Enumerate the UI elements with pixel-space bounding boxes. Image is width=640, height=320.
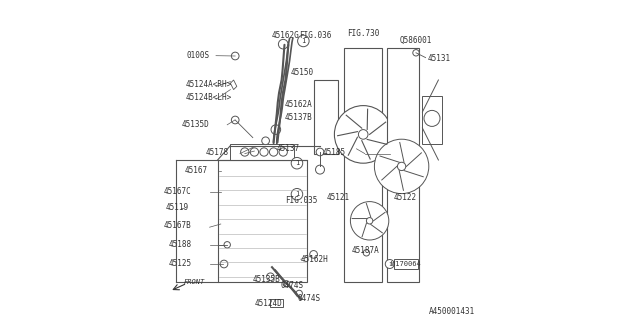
Bar: [218, 160, 307, 282]
Circle shape: [374, 139, 429, 194]
Text: 45167C: 45167C: [164, 188, 191, 196]
Text: 45185: 45185: [323, 148, 346, 156]
Text: FRONT: FRONT: [184, 279, 205, 285]
Circle shape: [296, 290, 302, 297]
Bar: [344, 48, 383, 282]
Text: W170064: W170064: [391, 261, 421, 267]
Circle shape: [224, 242, 230, 248]
Circle shape: [220, 260, 228, 268]
Text: 45150: 45150: [291, 68, 314, 76]
Circle shape: [310, 251, 317, 258]
Text: 0100S: 0100S: [186, 51, 210, 60]
Text: Q586001: Q586001: [399, 36, 432, 44]
Text: 45178: 45178: [205, 148, 229, 157]
Circle shape: [397, 162, 406, 171]
Text: 1: 1: [295, 160, 299, 166]
Text: 0474S: 0474S: [281, 281, 304, 290]
Text: 45125: 45125: [168, 259, 191, 268]
Text: 45137: 45137: [277, 144, 300, 153]
Circle shape: [367, 218, 372, 224]
Circle shape: [279, 148, 287, 156]
Polygon shape: [230, 80, 237, 90]
Circle shape: [316, 148, 324, 156]
Circle shape: [232, 116, 239, 124]
Circle shape: [262, 137, 269, 145]
Text: FIG.035: FIG.035: [285, 196, 317, 204]
Text: FIG.730: FIG.730: [347, 29, 380, 38]
Circle shape: [298, 35, 309, 47]
Text: 45119: 45119: [166, 203, 189, 212]
Circle shape: [269, 148, 278, 156]
Text: 45167: 45167: [184, 166, 207, 175]
Text: A450001431: A450001431: [429, 307, 475, 316]
Text: 45137B: 45137B: [284, 113, 312, 122]
Circle shape: [351, 202, 389, 240]
Bar: [314, 80, 338, 154]
Bar: [230, 144, 294, 160]
Circle shape: [241, 148, 249, 156]
Circle shape: [358, 130, 368, 139]
Circle shape: [424, 110, 440, 126]
Text: 45187A: 45187A: [352, 246, 380, 255]
Text: 1: 1: [388, 261, 392, 267]
Bar: [270, 299, 283, 307]
Bar: [387, 48, 419, 282]
Bar: [394, 259, 419, 269]
Text: 1: 1: [301, 38, 305, 44]
Text: 45188: 45188: [168, 240, 191, 249]
Circle shape: [260, 148, 268, 156]
Circle shape: [413, 50, 419, 56]
Text: 45162G: 45162G: [272, 31, 300, 40]
Text: 0474S: 0474S: [298, 294, 321, 303]
Text: 45162A: 45162A: [284, 100, 312, 108]
Text: 45124A<RH>: 45124A<RH>: [186, 80, 232, 89]
Text: 45122: 45122: [394, 193, 417, 202]
Circle shape: [291, 157, 303, 169]
Circle shape: [278, 39, 288, 49]
Bar: [422, 96, 442, 144]
Text: 1: 1: [295, 191, 299, 197]
Circle shape: [283, 281, 289, 287]
Text: 45121: 45121: [326, 193, 349, 202]
Text: 45124D: 45124D: [254, 299, 282, 308]
Circle shape: [364, 250, 370, 256]
Circle shape: [334, 106, 392, 163]
Text: 45131: 45131: [428, 54, 451, 63]
Text: 45124B<LH>: 45124B<LH>: [186, 93, 232, 102]
Circle shape: [266, 273, 274, 281]
Circle shape: [316, 165, 324, 174]
Circle shape: [271, 125, 281, 134]
Text: FIG.036: FIG.036: [300, 31, 332, 40]
Circle shape: [385, 260, 394, 268]
Text: 45162H: 45162H: [301, 255, 328, 264]
Text: 45135D: 45135D: [182, 120, 210, 129]
Circle shape: [250, 148, 259, 156]
Circle shape: [232, 52, 239, 60]
Circle shape: [291, 188, 303, 200]
Text: 45167B: 45167B: [164, 221, 191, 230]
Text: 45135B: 45135B: [253, 275, 280, 284]
